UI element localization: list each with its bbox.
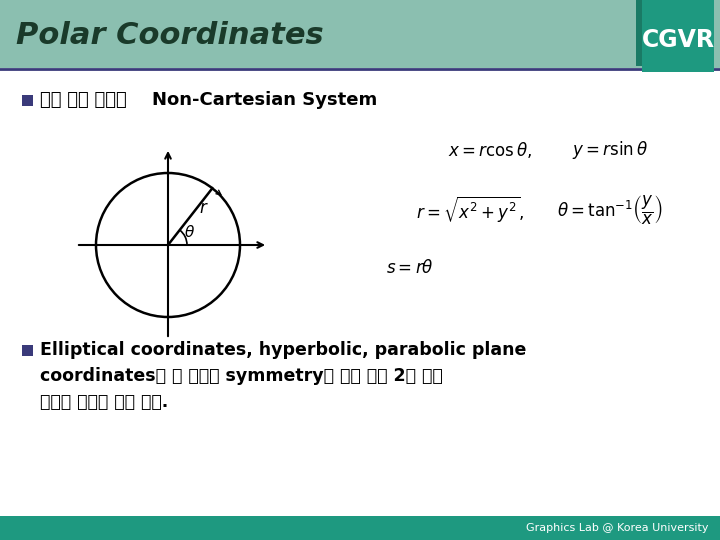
Bar: [22, 345, 33, 355]
Text: $y = r\sin\theta$: $y = r\sin\theta$: [572, 139, 648, 161]
Text: coordinates등 원 이외에 symmetry를 가진 다른 2차 곱선: coordinates등 원 이외에 symmetry를 가진 다른 2차 곱선: [40, 367, 443, 385]
Text: Graphics Lab @ Korea University: Graphics Lab @ Korea University: [526, 523, 708, 533]
Text: 가장 많이 쓰이는: 가장 많이 쓰이는: [40, 91, 132, 109]
Text: $s = r\theta$: $s = r\theta$: [386, 259, 434, 277]
Text: $r = \sqrt{x^2 + y^2},$: $r = \sqrt{x^2 + y^2},$: [416, 195, 524, 225]
Text: Elliptical coordinates, hyperbolic, parabolic plane: Elliptical coordinates, hyperbolic, para…: [40, 341, 526, 359]
Text: Non-Cartesian System: Non-Cartesian System: [152, 91, 377, 109]
Text: $\theta = \tan^{-1}\!\left(\dfrac{y}{x}\right)$: $\theta = \tan^{-1}\!\left(\dfrac{y}{x}\…: [557, 193, 663, 227]
Text: 들로도 좌표계 표현 가능.: 들로도 좌표계 표현 가능.: [40, 393, 168, 411]
Text: $\theta$: $\theta$: [184, 224, 196, 240]
Bar: [642, 0, 714, 72]
Bar: [0, 516, 720, 540]
Text: r: r: [199, 199, 206, 217]
Bar: [636, 0, 708, 66]
Text: CGVR: CGVR: [642, 28, 714, 52]
Bar: [0, 0, 720, 68]
Text: Polar Coordinates: Polar Coordinates: [16, 22, 323, 51]
Text: $x = r\cos\theta,$: $x = r\cos\theta,$: [448, 140, 532, 160]
Bar: [22, 94, 33, 105]
